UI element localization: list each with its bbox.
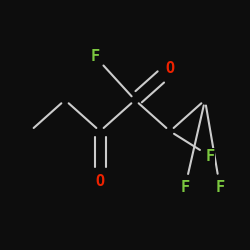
Text: F: F bbox=[206, 149, 214, 164]
Text: F: F bbox=[90, 49, 100, 64]
Text: F: F bbox=[180, 180, 190, 195]
Text: O: O bbox=[96, 174, 104, 189]
Text: F: F bbox=[216, 180, 224, 195]
Text: O: O bbox=[166, 61, 174, 76]
